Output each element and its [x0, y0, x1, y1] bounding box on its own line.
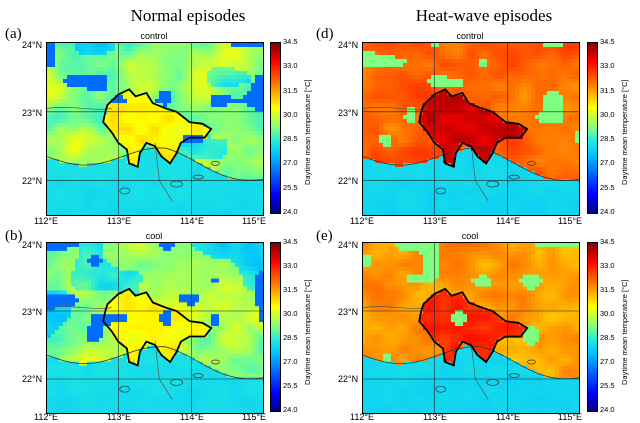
colorbar-tick-label: 24.0 [600, 405, 615, 414]
colorbar-tick-label: 31.5 [600, 85, 615, 95]
panel-e-colorbar-label: Daytime mean temperature [°C] [620, 279, 629, 385]
colorbar-tick-label: 28.5 [600, 333, 615, 342]
colorbar-tick-label: 27.0 [600, 158, 615, 168]
panel-e-subtitle: cool [461, 231, 479, 241]
panel-b-map [46, 242, 264, 414]
panel-d-lat-22: 22°N [338, 176, 359, 186]
panel-label-a: (a) [5, 26, 22, 42]
colorbar-tick-label: 34.5 [600, 37, 615, 46]
panel-e-lon-112: 112°E [350, 412, 374, 422]
panel-b-lat-22: 22°N [22, 374, 43, 384]
panel-d-lat-24: 24°N [338, 40, 359, 50]
colorbar-tick-label: 30.0 [283, 109, 298, 119]
panel-b-colorbar [270, 242, 281, 412]
colorbar-tick-label: 33.0 [600, 261, 615, 270]
panel-d-colorbar [587, 42, 598, 214]
panel-d-subtitle: control [456, 31, 484, 41]
panel-d-lon-114: 114°E [496, 216, 520, 226]
panel-a-colorbar-label: Daytime mean temperature [°C] [303, 79, 312, 185]
panel-e-lon-113: 113°E [423, 412, 447, 422]
colorbar-tick-label: 25.5 [600, 381, 615, 390]
colorbar-tick-label: 28.5 [283, 134, 298, 144]
panel-e-lon-115: 115°E [558, 412, 582, 422]
colorbar-tick-label: 24.0 [283, 207, 298, 216]
panel-d-lon-113: 113°E [423, 216, 447, 226]
panel-e-colorbar [587, 242, 598, 412]
colorbar-tick-label: 27.0 [600, 357, 615, 366]
panel-b-colorbar-label: Daytime mean temperature [°C] [303, 279, 312, 385]
colorbar-tick-label: 33.0 [600, 61, 615, 71]
panel-a-colorbar [270, 42, 281, 214]
panel-e-lat-24: 24°N [338, 240, 359, 250]
panel-b-lat-24: 24°N [22, 240, 43, 250]
panel-b-subtitle: cool [145, 231, 163, 241]
panel-d-map [362, 42, 580, 216]
panel-a-lat-23: 23°N [22, 108, 43, 118]
colorbar-tick-label: 30.0 [283, 309, 298, 318]
colorbar-tick-label: 25.5 [600, 182, 615, 192]
panel-e-lon-114: 114°E [496, 412, 520, 422]
panel-b-lon-113: 113°E [107, 412, 131, 422]
colorbar-tick-label: 34.5 [600, 237, 615, 246]
panel-e-lat-23: 23°N [338, 307, 359, 317]
colorbar-tick-label: 33.0 [283, 261, 298, 270]
colorbar-tick-label: 30.0 [600, 309, 615, 318]
colorbar-tick-label: 24.0 [283, 405, 298, 414]
colorbar-tick-label: 24.0 [600, 207, 615, 216]
panel-d-lon-112: 112°E [350, 216, 374, 226]
panel-e-lat-22: 22°N [338, 374, 359, 384]
colorbar-tick-label: 31.5 [283, 85, 298, 95]
panel-a-map [46, 42, 264, 216]
normal-episodes-title: Normal episodes [130, 6, 246, 25]
colorbar-tick-label: 28.5 [600, 134, 615, 144]
panel-b-lon-115: 115°E [242, 412, 266, 422]
colorbar-tick-label: 25.5 [283, 182, 298, 192]
colorbar-tick-label: 34.5 [283, 37, 298, 46]
panel-d-lat-23: 23°N [338, 108, 359, 118]
panel-a-lat-22: 22°N [22, 176, 43, 186]
heat-wave-episodes-title: Heat-wave episodes [415, 6, 553, 25]
panel-label-e: (e) [316, 228, 333, 244]
colorbar-tick-label: 28.5 [283, 333, 298, 342]
panel-label-d: (d) [316, 26, 334, 42]
panel-d-lon-115: 115°E [558, 216, 582, 226]
colorbar-tick-label: 33.0 [283, 61, 298, 71]
panel-b-lat-23: 23°N [22, 307, 43, 317]
panel-a-subtitle: control [140, 31, 168, 41]
panel-e-map [362, 242, 580, 414]
panel-a-lon-115: 115°E [242, 216, 266, 226]
colorbar-tick-label: 30.0 [600, 109, 615, 119]
panel-d-colorbar-label: Daytime mean temperature [°C] [620, 79, 629, 185]
colorbar-tick-label: 31.5 [283, 285, 298, 294]
panel-a-lat-24: 24°N [22, 40, 43, 50]
panel-a-lon-112: 112°E [34, 216, 58, 226]
colorbar-tick-label: 34.5 [283, 237, 298, 246]
panel-label-b: (b) [5, 228, 23, 244]
panel-b-lon-114: 114°E [180, 412, 204, 422]
colorbar-tick-label: 31.5 [600, 285, 615, 294]
colorbar-tick-label: 27.0 [283, 158, 298, 168]
colorbar-tick-label: 27.0 [283, 357, 298, 366]
panel-a-lon-114: 114°E [180, 216, 204, 226]
panel-a-lon-113: 113°E [107, 216, 131, 226]
colorbar-tick-label: 25.5 [283, 381, 298, 390]
panel-b-lon-112: 112°E [34, 412, 58, 422]
